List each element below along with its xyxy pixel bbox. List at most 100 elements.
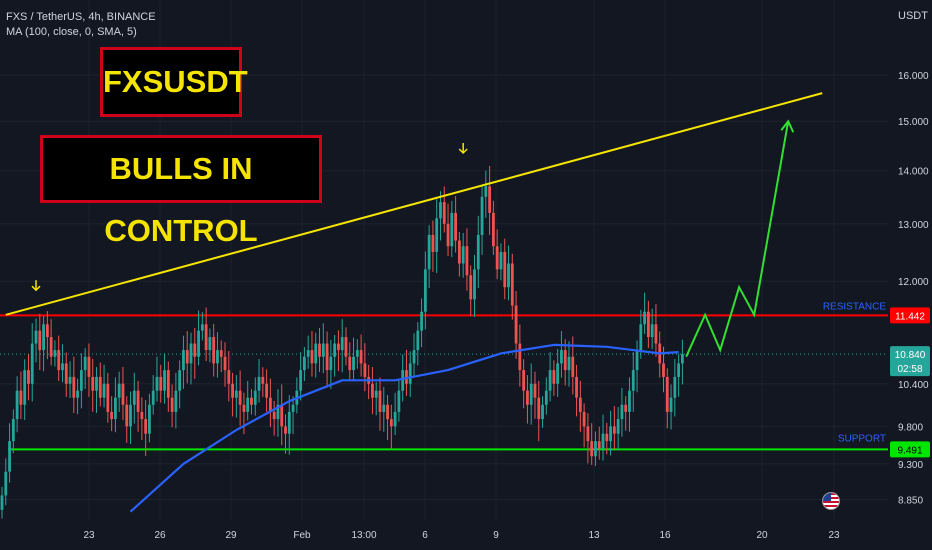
candle-body: [371, 383, 374, 398]
candle-body: [310, 350, 314, 364]
candle-body: [484, 186, 488, 197]
candle-body: [227, 370, 231, 384]
price-axis-label: 02:58: [890, 360, 930, 377]
candle-body: [261, 376, 265, 384]
candle-body: [114, 397, 117, 420]
candle-body: [189, 343, 193, 364]
candle-body: [412, 350, 416, 364]
candle-body: [397, 390, 401, 412]
y-tick-label: 8.850: [898, 495, 923, 506]
candle-body: [79, 370, 83, 391]
candle-body: [178, 370, 182, 391]
candle-body: [416, 330, 420, 351]
candle-body: [136, 390, 140, 412]
price-axis-label: 11.442: [890, 307, 930, 324]
candle-body: [612, 426, 616, 434]
price-label-bg: [890, 346, 930, 363]
candles: [0, 165, 684, 519]
candle-body: [170, 397, 174, 412]
candle-body: [0, 495, 4, 510]
candle-body: [11, 419, 15, 442]
candle-body: [246, 397, 250, 412]
x-tick-label: Feb: [293, 530, 311, 541]
x-tick-label: 20: [756, 530, 768, 541]
candle-body: [537, 397, 541, 420]
candle-body: [389, 419, 393, 427]
candle-body: [533, 383, 537, 398]
candle-body: [646, 311, 650, 338]
candle-body: [34, 330, 38, 344]
candle-body: [121, 383, 125, 405]
candle-body: [673, 376, 677, 398]
candle-body: [650, 324, 654, 338]
candle-body: [435, 218, 439, 252]
candle-body: [68, 376, 72, 384]
candle-body: [182, 350, 185, 371]
axes: 16.000 15.000 14.000 13.000 12.000 10.400 9.80…: [83, 71, 930, 541]
candle-body: [125, 404, 129, 427]
arrow-head: [31, 285, 41, 292]
candle-body: [200, 324, 204, 331]
candle-body: [174, 390, 178, 412]
candle-body: [212, 337, 216, 364]
candle-body: [597, 441, 601, 449]
candle-body: [386, 404, 389, 420]
candle-body: [95, 376, 98, 391]
candle-body: [238, 390, 242, 405]
candle-body: [98, 376, 102, 398]
candle-body: [571, 356, 575, 377]
candle-body: [268, 397, 272, 412]
candle-body: [333, 343, 337, 357]
y-tick-label: 9.300: [898, 460, 923, 471]
candle-body: [45, 324, 49, 338]
candle-body: [231, 383, 234, 398]
candle-body: [257, 376, 261, 391]
candle-body: [431, 234, 435, 252]
candle-body: [628, 390, 631, 412]
candle-body: [87, 356, 91, 377]
candle-body: [605, 433, 609, 442]
candle-body: [155, 376, 159, 391]
candle-body: [544, 390, 548, 405]
candle-body: [30, 343, 34, 384]
candle-body: [507, 263, 510, 288]
candle-body: [197, 330, 200, 357]
candle-body: [102, 383, 106, 398]
candle-body: [382, 404, 386, 412]
candle-body: [272, 411, 276, 420]
candle-body: [280, 404, 284, 427]
candle-body: [446, 223, 450, 247]
candle-body: [106, 383, 110, 412]
symbol-info[interactable]: FXS / TetherUS, 4h, BINANCE: [6, 11, 156, 23]
candle-body: [469, 275, 473, 300]
candle-body: [601, 433, 605, 449]
candle-body: [503, 251, 507, 288]
candle-body: [193, 343, 197, 357]
candle-body: [427, 234, 431, 270]
candle-body: [329, 356, 333, 371]
candle-body: [405, 370, 408, 384]
candle-body: [401, 370, 405, 391]
candle-body: [578, 397, 582, 412]
candle-body: [654, 324, 658, 344]
candle-body: [560, 350, 563, 364]
x-tick-label: 16: [659, 530, 671, 541]
candle-body: [439, 202, 442, 219]
candle-body: [57, 350, 61, 371]
candle-body: [219, 350, 223, 357]
candle-body: [393, 411, 397, 427]
y-tick-label: 12.000: [898, 277, 929, 288]
arrow-head: [458, 148, 468, 155]
candle-body: [556, 363, 560, 384]
x-tick-label: 13:00: [351, 530, 376, 541]
candle-body: [344, 337, 348, 357]
price-label-text: 11.442: [895, 311, 925, 322]
us-flag-icon[interactable]: [822, 492, 840, 510]
indicator-info[interactable]: MA (100, close, 0, SMA, 5): [6, 26, 137, 38]
candle-body: [223, 356, 227, 371]
arrow-down-icon: [31, 280, 41, 292]
candle-body: [276, 404, 280, 420]
candle-body: [27, 370, 30, 384]
candle-body: [631, 370, 635, 391]
